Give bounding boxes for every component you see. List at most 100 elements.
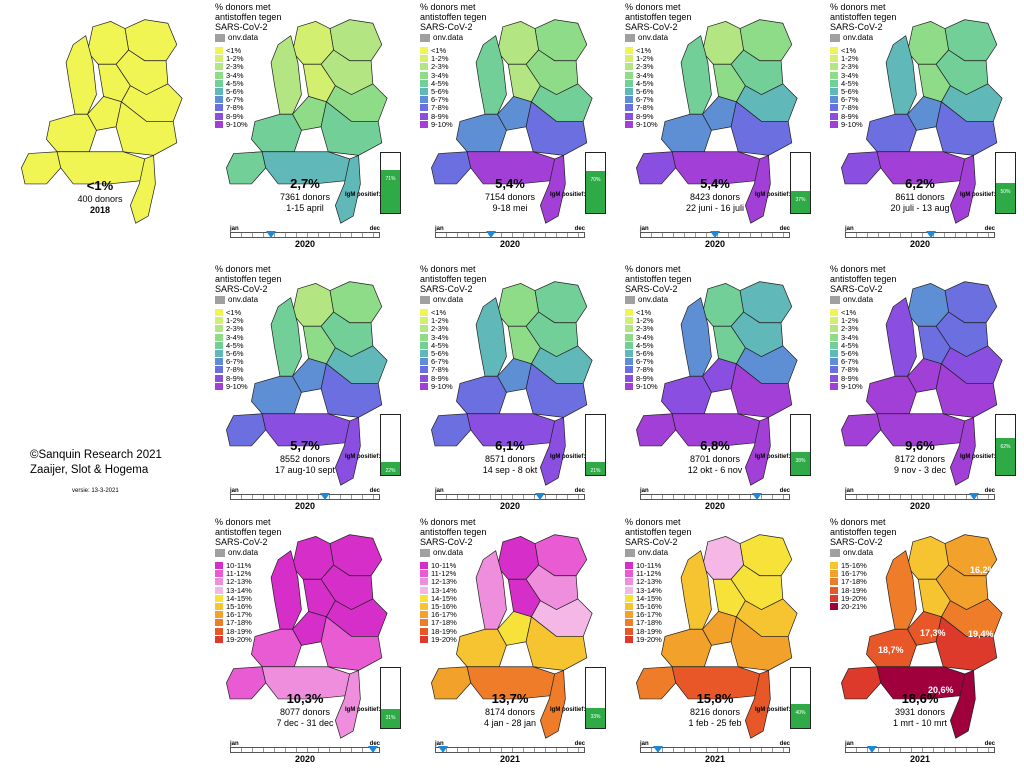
legend-label: 6-7% [431, 95, 449, 105]
timeline-marker [925, 231, 936, 238]
igm-gauge: 37% [790, 152, 811, 214]
legend-title: % donors met antistoffen tegen SARS-CoV-2 [625, 517, 691, 547]
legend-swatch [215, 366, 223, 374]
province-limburg [334, 416, 361, 486]
timeline-start: jan [435, 741, 444, 747]
legend-label: 17-18% [841, 577, 867, 587]
legend-swatch [215, 570, 223, 578]
legend-label: 1-2% [226, 316, 244, 326]
igm-gauge: 40% [790, 667, 811, 729]
legend-label: 8-9% [841, 111, 859, 121]
igm-label: IgM positief: [960, 454, 996, 460]
legend-label: 19-20% [431, 634, 457, 644]
timeline-bar [230, 232, 380, 238]
legend-label: 6-7% [226, 95, 244, 105]
legend-label: 1-2% [841, 54, 859, 64]
igm-value: 21% [590, 468, 601, 475]
legend-swatch [420, 570, 428, 578]
legend-swatch [830, 79, 838, 87]
legend-item: 7-8% [830, 103, 859, 112]
netherlands-map [636, 281, 798, 486]
igm-value: 22% [385, 467, 396, 474]
province-zuid-holland [251, 113, 302, 153]
timeline-end: dec [984, 488, 995, 494]
legend-swatch [625, 96, 633, 104]
legend-swatch [215, 120, 223, 128]
panel-stats: 5,4% 8423 donors 22 juni - 16 juli [655, 176, 775, 214]
legend-missing-label: onv.data [843, 33, 874, 42]
legend-swatch [420, 635, 428, 643]
legend-item: 12-13% [215, 577, 252, 586]
legend-swatch [830, 570, 838, 578]
prevalence-value: 6,2% [905, 176, 935, 191]
legend-swatch [625, 374, 633, 382]
legend-swatch [625, 55, 633, 63]
legend-label: 2-3% [431, 324, 449, 334]
legend-swatch [420, 325, 428, 333]
legend-title: % donors met antistoffen tegen SARS-CoV-2 [625, 2, 691, 32]
legend-swatch [830, 55, 838, 63]
prevalence-value: 13,7% [491, 691, 529, 706]
legend-swatch [215, 88, 223, 95]
legend-item: 19-20% [830, 594, 867, 603]
timeline-start: jan [845, 741, 854, 747]
legend-swatch [830, 96, 838, 104]
legend-item: 2-3% [420, 324, 449, 333]
legend-swatch [830, 47, 838, 54]
legend-title-line: antistoffen tegen [625, 527, 692, 537]
legend-title: % donors met antistoffen tegen SARS-CoV-2 [830, 517, 896, 547]
timeline-end: dec [369, 226, 380, 232]
legend-title-line: % donors met [830, 2, 886, 12]
donor-count: 8611 donors [895, 192, 945, 202]
legend-swatch [215, 358, 223, 366]
legend-label: 13-14% [431, 585, 457, 595]
legend-missing-label: onv.data [638, 295, 669, 304]
legend-swatch [420, 71, 428, 79]
legend-item: 5-6% [215, 349, 244, 358]
legend-title-line: % donors met [625, 264, 681, 274]
legend-label: 15-16% [226, 602, 252, 611]
legend-label: 9-10% [841, 381, 863, 391]
netherlands-map [226, 19, 388, 224]
legend-swatch [215, 586, 223, 594]
legend-title-line: % donors met [215, 264, 271, 274]
legend-item: <1% [420, 308, 446, 317]
legend-item: 17-18% [420, 618, 457, 627]
legend-item: 4-5% [420, 79, 449, 88]
legend-label: 3-4% [636, 70, 654, 80]
legend-swatch [625, 79, 633, 87]
donor-count: 8077 donors [279, 707, 331, 717]
igm-value: 70% [590, 177, 601, 183]
legend-title-line: % donors met [830, 264, 886, 274]
legend-swatch [420, 341, 428, 349]
timeline-marker [969, 493, 979, 500]
legend-swatch-missing [830, 295, 840, 304]
province-limburg [129, 154, 156, 224]
legend-label: 3-4% [431, 70, 449, 80]
timeline-year: 2021 [704, 754, 726, 764]
timeline-end: dec [984, 741, 995, 747]
legend-swatch [830, 120, 838, 128]
igm-fill [996, 437, 1015, 475]
legend-swatch [830, 309, 838, 316]
igm-value: 71% [385, 176, 396, 183]
prevalence-value: 5,4% [700, 176, 730, 191]
timeline: jan dec 2020 [435, 488, 585, 512]
legend-missing: onv.data [830, 295, 873, 304]
legend-swatch [830, 341, 838, 349]
legend-item: 11-12% [215, 569, 251, 578]
legend-item: 1-2% [420, 54, 449, 63]
igm-label: IgM positief: [345, 707, 381, 713]
legend-label: 4-5% [841, 78, 859, 88]
legend-item: 18-19% [215, 627, 252, 636]
copyright-symbol: © [30, 449, 39, 461]
legend-title-line: SARS-CoV-2 [830, 284, 883, 294]
legend-missing: onv.data [830, 548, 873, 557]
legend-label: 7-8% [226, 365, 244, 375]
legend-swatch [420, 603, 428, 610]
legend-label: 16-17% [431, 610, 457, 620]
legend-title: % donors met antistoffen tegen SARS-CoV-2 [215, 517, 281, 547]
legend-label: 16-17% [226, 610, 252, 620]
legend-label: 7-8% [841, 103, 859, 113]
legend-item: 5-6% [420, 87, 449, 96]
